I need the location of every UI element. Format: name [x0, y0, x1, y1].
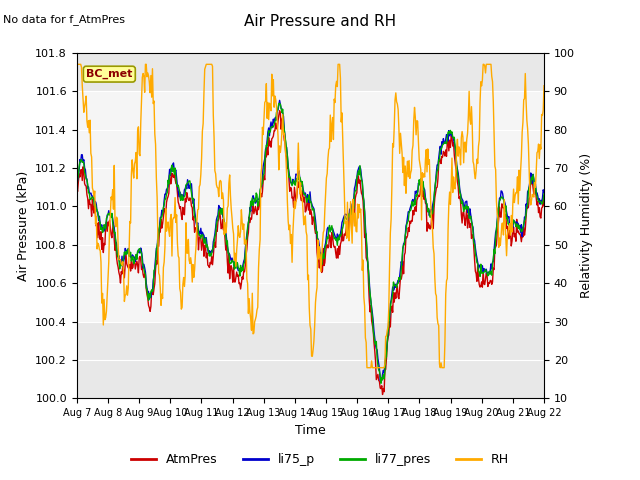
Text: Air Pressure and RH: Air Pressure and RH [244, 14, 396, 29]
Y-axis label: Air Pressure (kPa): Air Pressure (kPa) [17, 170, 30, 281]
Bar [77, 91, 544, 322]
Legend: AtmPres, li75_p, li77_pres, RH: AtmPres, li75_p, li77_pres, RH [126, 448, 514, 471]
Y-axis label: Relativity Humidity (%): Relativity Humidity (%) [580, 153, 593, 298]
X-axis label: Time: Time [295, 424, 326, 437]
Text: No data for f_AtmPres: No data for f_AtmPres [3, 14, 125, 25]
Text: BC_met: BC_met [86, 69, 132, 79]
